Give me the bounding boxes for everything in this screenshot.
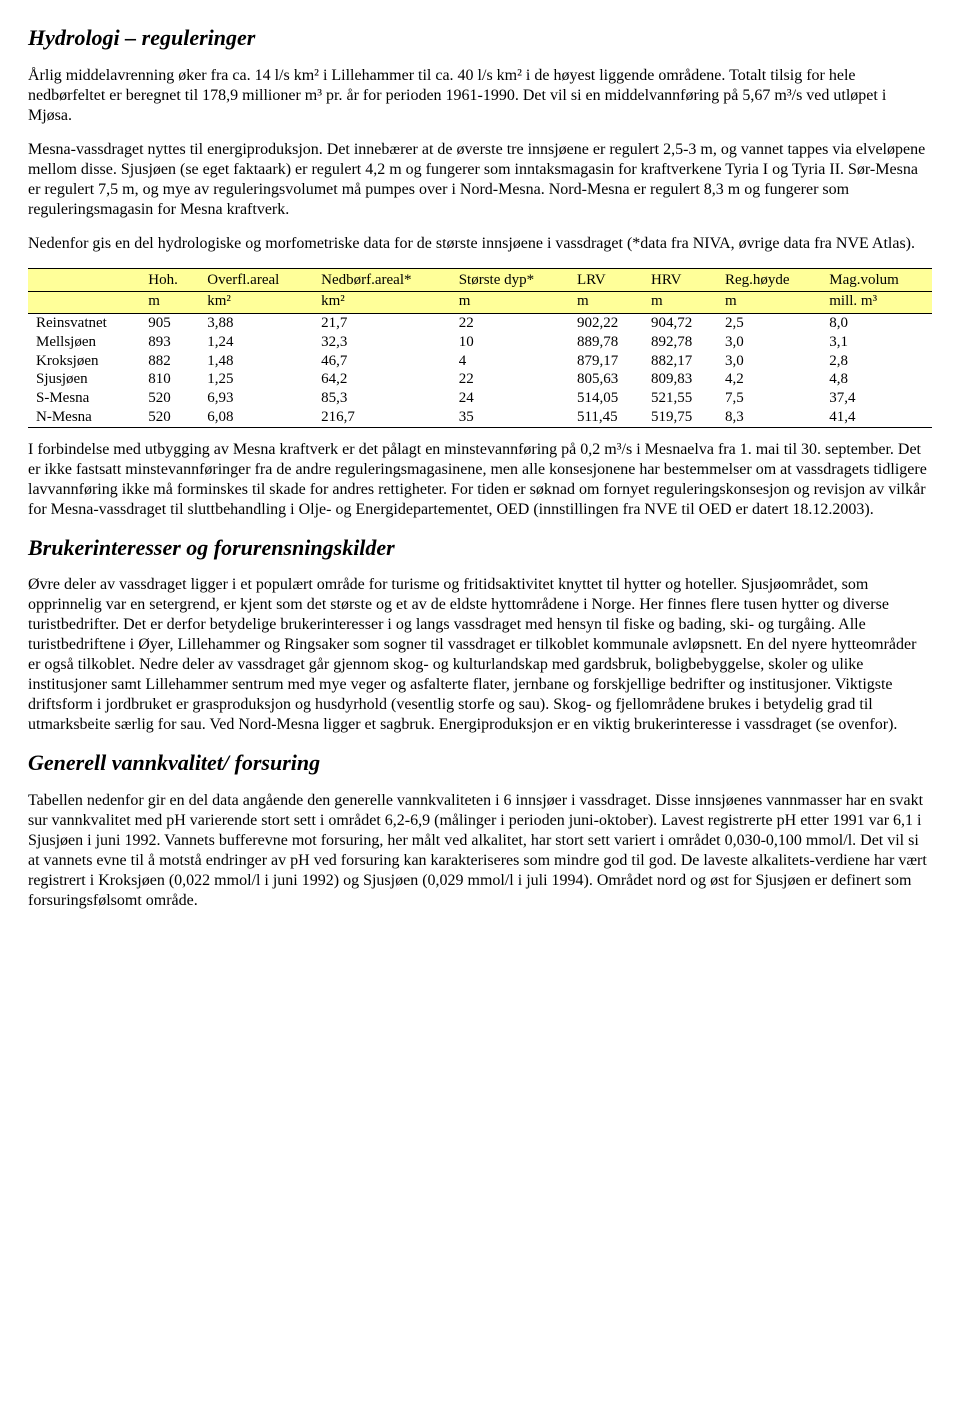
table-cell: N-Mesna (28, 408, 140, 427)
table-cell: 520 (140, 389, 199, 408)
table-cell: 902,22 (569, 314, 643, 333)
table-cell: 892,78 (643, 333, 717, 352)
section-title-vannkvalitet: Generell vannkvalitet/ forsuring (28, 749, 932, 777)
table-unit (28, 292, 140, 314)
table-cell: 810 (140, 370, 199, 389)
paragraph: Øvre deler av vassdraget ligger i et pop… (28, 575, 932, 735)
table-row: Sjusjøen8101,2564,222805,63809,834,24,8 (28, 370, 932, 389)
table-header: HRV (643, 268, 717, 292)
paragraph: Tabellen nedenfor gir en del data angåen… (28, 791, 932, 911)
table-cell: 4 (451, 352, 569, 371)
table-header: Overfl.areal (199, 268, 313, 292)
table-cell: Sjusjøen (28, 370, 140, 389)
table-cell: Kroksjøen (28, 352, 140, 371)
hydrology-table: Hoh. Overfl.areal Nedbørf.areal* Største… (28, 268, 932, 428)
table-header: Mag.volum (821, 268, 932, 292)
table-cell: 882 (140, 352, 199, 371)
table-cell: 6,93 (199, 389, 313, 408)
table-header: Hoh. (140, 268, 199, 292)
table-cell: 22 (451, 370, 569, 389)
table-cell: 1,24 (199, 333, 313, 352)
table-cell: 519,75 (643, 408, 717, 427)
table-unit-row: m km² km² m m m m mill. m³ (28, 292, 932, 314)
table-cell: 893 (140, 333, 199, 352)
table-cell: 8,0 (821, 314, 932, 333)
table-cell: 4,8 (821, 370, 932, 389)
table-cell: S-Mesna (28, 389, 140, 408)
table-cell: 889,78 (569, 333, 643, 352)
table-body: Reinsvatnet9053,8821,722902,22904,722,58… (28, 314, 932, 428)
table-row: Kroksjøen8821,4846,74879,17882,173,02,8 (28, 352, 932, 371)
section-title-brukerinteresser: Brukerinteresser og forurensningskilder (28, 534, 932, 562)
table-header: Reg.høyde (717, 268, 821, 292)
table-cell: 3,1 (821, 333, 932, 352)
table-header (28, 268, 140, 292)
table-cell: 4,2 (717, 370, 821, 389)
table-unit: mill. m³ (821, 292, 932, 314)
section-title-hydrologi: Hydrologi – reguleringer (28, 24, 932, 52)
table-cell: 1,48 (199, 352, 313, 371)
table-cell: 85,3 (313, 389, 451, 408)
table-unit: km² (313, 292, 451, 314)
table-unit: m (140, 292, 199, 314)
table-cell: 24 (451, 389, 569, 408)
table-cell: 809,83 (643, 370, 717, 389)
table-cell: 32,3 (313, 333, 451, 352)
table-row: Reinsvatnet9053,8821,722902,22904,722,58… (28, 314, 932, 333)
table-row: Mellsjøen8931,2432,310889,78892,783,03,1 (28, 333, 932, 352)
table-cell: 22 (451, 314, 569, 333)
table-row: S-Mesna5206,9385,324514,05521,557,537,4 (28, 389, 932, 408)
table-unit: m (451, 292, 569, 314)
table-header: LRV (569, 268, 643, 292)
paragraph: I forbindelse med utbygging av Mesna kra… (28, 440, 932, 520)
table-cell: 520 (140, 408, 199, 427)
table-cell: 6,08 (199, 408, 313, 427)
paragraph: Mesna-vassdraget nyttes til energiproduk… (28, 140, 932, 220)
paragraph: Årlig middelavrenning øker fra ca. 14 l/… (28, 66, 932, 126)
table-cell: 8,3 (717, 408, 821, 427)
table-cell: 805,63 (569, 370, 643, 389)
table-cell: 905 (140, 314, 199, 333)
table-cell: 64,2 (313, 370, 451, 389)
table-cell: 2,8 (821, 352, 932, 371)
table-header-row: Hoh. Overfl.areal Nedbørf.areal* Største… (28, 268, 932, 292)
paragraph: Nedenfor gis en del hydrologiske og morf… (28, 234, 932, 254)
table-unit: m (643, 292, 717, 314)
table-header: Største dyp* (451, 268, 569, 292)
table-cell: 2,5 (717, 314, 821, 333)
table-unit: m (569, 292, 643, 314)
table-cell: 514,05 (569, 389, 643, 408)
table-cell: 21,7 (313, 314, 451, 333)
table-cell: 37,4 (821, 389, 932, 408)
table-cell: 521,55 (643, 389, 717, 408)
table-cell: 3,0 (717, 352, 821, 371)
table-cell: 879,17 (569, 352, 643, 371)
table-cell: 1,25 (199, 370, 313, 389)
table-cell: 216,7 (313, 408, 451, 427)
table-unit: km² (199, 292, 313, 314)
table-cell: 41,4 (821, 408, 932, 427)
table-header: Nedbørf.areal* (313, 268, 451, 292)
table-cell: 46,7 (313, 352, 451, 371)
table-row: N-Mesna5206,08216,735511,45519,758,341,4 (28, 408, 932, 427)
table-cell: 904,72 (643, 314, 717, 333)
table-cell: Mellsjøen (28, 333, 140, 352)
table-cell: 3,0 (717, 333, 821, 352)
table-cell: 882,17 (643, 352, 717, 371)
table-cell: 7,5 (717, 389, 821, 408)
table-cell: 3,88 (199, 314, 313, 333)
table-unit: m (717, 292, 821, 314)
table-cell: Reinsvatnet (28, 314, 140, 333)
table-cell: 511,45 (569, 408, 643, 427)
table-cell: 10 (451, 333, 569, 352)
table-cell: 35 (451, 408, 569, 427)
